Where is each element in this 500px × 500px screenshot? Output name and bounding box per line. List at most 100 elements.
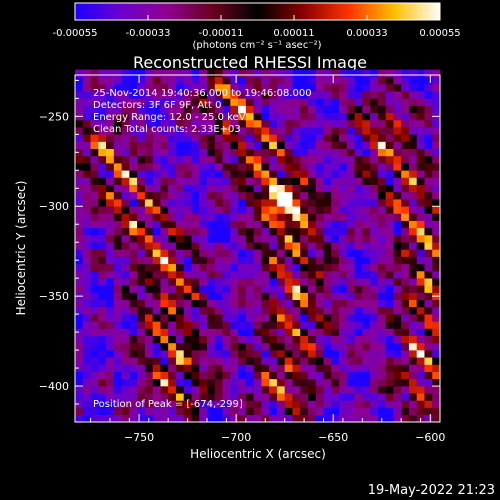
heatmap-cell	[121, 400, 130, 408]
heatmap-cell	[385, 148, 394, 157]
heatmap-cell	[424, 105, 433, 114]
heatmap-cell	[346, 386, 355, 394]
heatmap-cell	[191, 199, 200, 207]
heatmap-cell	[377, 213, 386, 221]
heatmap-cell	[207, 184, 216, 193]
heatmap-cell	[175, 321, 185, 329]
heatmap-cell	[424, 242, 433, 250]
heatmap-cell	[214, 378, 223, 387]
heatmap-cell	[385, 83, 394, 92]
heatmap-cell	[113, 350, 122, 358]
heatmap-cell	[401, 256, 410, 265]
heatmap-cell	[113, 407, 122, 416]
heatmap-cell	[245, 400, 254, 408]
heatmap-cell	[168, 314, 177, 322]
heatmap-cell	[401, 105, 410, 114]
heatmap-cell	[137, 328, 146, 336]
heatmap-cell	[207, 119, 216, 128]
heatmap-cell	[238, 400, 247, 408]
heatmap-cell	[432, 119, 441, 128]
heatmap-cell	[370, 407, 379, 416]
heatmap-cell	[175, 227, 185, 236]
heatmap-cell	[90, 69, 99, 78]
heatmap-cell	[222, 242, 231, 250]
heatmap-cell	[253, 163, 262, 171]
heatmap-cell	[315, 270, 324, 279]
heatmap-cell	[144, 148, 153, 157]
heatmap-cell	[300, 83, 309, 92]
heatmap-cell	[401, 184, 410, 193]
heatmap-cell	[385, 407, 394, 416]
heatmap-cell	[362, 364, 371, 372]
heatmap-cell	[323, 292, 332, 301]
heatmap-cell	[300, 91, 309, 99]
heatmap-cell	[129, 155, 138, 164]
heatmap-cell	[129, 371, 138, 380]
heatmap-cell	[90, 98, 99, 106]
heatmap-cell	[82, 299, 91, 308]
heatmap-cell	[175, 112, 185, 121]
heatmap-cell	[253, 350, 262, 358]
heatmap-cell	[90, 357, 99, 365]
heatmap-cell	[424, 191, 433, 200]
heatmap-cell	[137, 148, 146, 157]
heatmap-cell	[106, 148, 115, 157]
heatmap-cell	[339, 378, 348, 387]
heatmap-cell	[432, 163, 441, 171]
heatmap-cell	[284, 249, 293, 257]
heatmap-cell	[424, 270, 433, 279]
heatmap-cell	[113, 112, 122, 121]
heatmap-cell	[82, 386, 91, 394]
heatmap-cell	[315, 263, 324, 272]
heatmap-cell	[222, 386, 231, 394]
heatmap-cell	[238, 127, 247, 135]
heatmap-cell	[214, 400, 223, 408]
heatmap-cell	[269, 256, 278, 265]
heatmap-cell	[385, 242, 394, 250]
heatmap-cell	[183, 342, 192, 351]
heatmap-cell	[98, 350, 107, 358]
heatmap-cell	[269, 270, 278, 279]
heatmap-cell	[269, 112, 278, 121]
heatmap-cell	[401, 76, 410, 85]
heatmap-cell	[238, 393, 247, 401]
heatmap-cell	[424, 177, 433, 185]
heatmap-cell	[424, 407, 433, 416]
heatmap-cell	[137, 119, 146, 128]
heatmap-cell	[168, 350, 177, 358]
heatmap-cell	[393, 213, 402, 221]
heatmap-cell	[323, 91, 332, 99]
heatmap-cell	[269, 328, 278, 336]
heatmap-cell	[416, 119, 425, 128]
heatmap-cell	[424, 364, 433, 372]
heatmap-cell	[408, 98, 418, 106]
heatmap-cell	[408, 400, 418, 408]
heatmap-cell	[416, 393, 425, 401]
heatmap-cell	[137, 393, 146, 401]
heatmap-cell	[315, 378, 324, 387]
y-axis-title: Heliocentric Y (arcsec)	[14, 181, 28, 316]
heatmap-cell	[346, 414, 355, 423]
heatmap-cell	[408, 127, 418, 135]
heatmap-cell	[106, 177, 115, 185]
heatmap-cell	[276, 393, 285, 401]
heatmap-cell	[323, 105, 332, 114]
heatmap-cell	[339, 127, 348, 135]
heatmap-cell	[331, 270, 340, 279]
heatmap-cell	[315, 328, 324, 336]
heatmap-cell	[323, 350, 332, 358]
heatmap-cell	[253, 105, 262, 114]
heatmap-cell	[191, 91, 200, 99]
heatmap-cell	[354, 98, 363, 106]
heatmap-cell	[160, 285, 169, 293]
heatmap-cell	[370, 119, 379, 128]
heatmap-cell	[121, 163, 130, 171]
heatmap-cell	[300, 371, 309, 380]
heatmap-cell	[370, 285, 379, 293]
heatmap-cell	[75, 378, 84, 387]
heatmap-cell	[207, 155, 216, 164]
heatmap-cell	[129, 299, 138, 308]
heatmap-cell	[113, 256, 122, 265]
heatmap-cell	[331, 155, 340, 164]
heatmap-cell	[346, 263, 355, 272]
